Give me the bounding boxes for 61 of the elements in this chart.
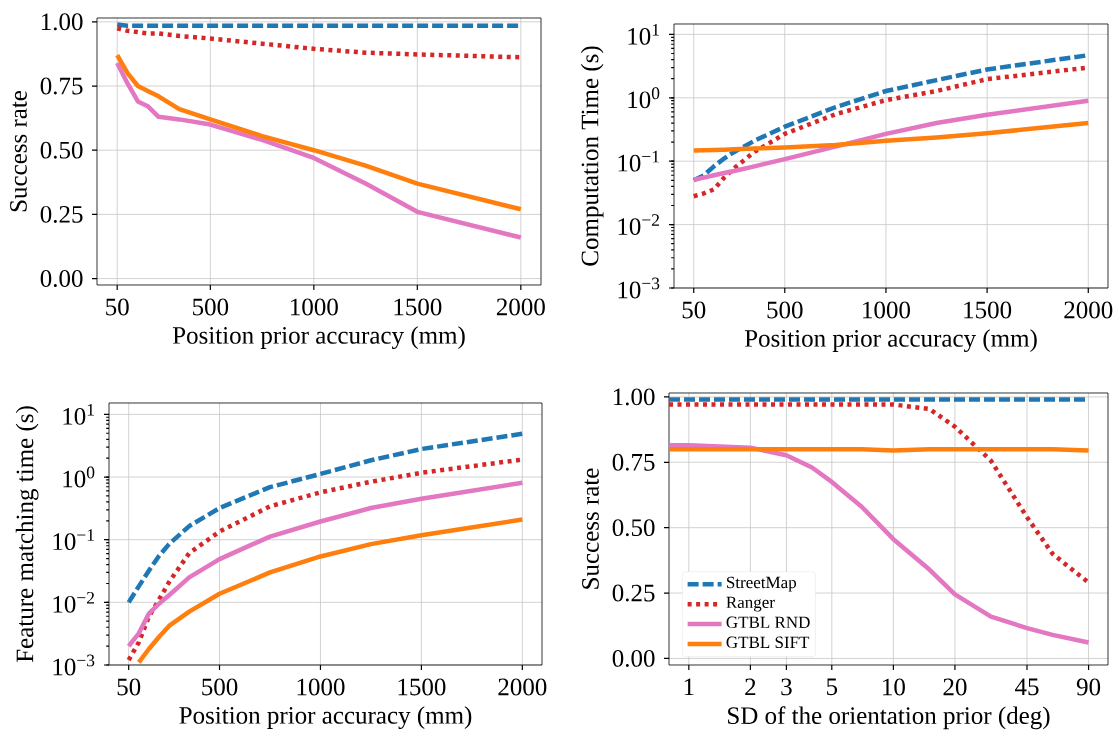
y-tick-label: 10$^{0}$	[63, 466, 95, 488]
y-tick-label: 0.75	[612, 453, 655, 471]
y-tick-label: 10$^{−3}$	[53, 654, 95, 676]
line-series	[114, 60, 524, 240]
x-tick-label: 3	[781, 678, 792, 696]
x-axis-title: Position prior accuracy (mm)	[744, 329, 1037, 352]
y-tick-label: 10$^{−1}$	[53, 529, 94, 551]
line-series	[126, 431, 525, 605]
x-tick-label: 1500	[394, 298, 442, 316]
x-tick-label: 50	[117, 678, 141, 696]
x-tick-label: 2000	[1064, 301, 1113, 319]
y-tick-label: 0.00	[40, 270, 83, 288]
y-tick-label: 10$^{−1}$	[618, 150, 659, 172]
y-tick-label: 0.75	[40, 77, 83, 95]
y-tick-label: 10$^{1}$	[63, 403, 94, 425]
x-tick-label: 5	[827, 678, 838, 696]
line-series	[691, 98, 1091, 182]
x-axis-title: Position prior accuracy (mm)	[172, 326, 465, 349]
legend-label: GTBL RND	[726, 616, 810, 629]
y-tick-label: 0.50	[40, 141, 83, 159]
y-tick-label: 0.25	[40, 205, 83, 223]
x-tick-label: 1500	[964, 301, 1012, 319]
line-series	[136, 517, 525, 665]
y-tick-label: 10$^{1}$	[628, 23, 659, 45]
y-tick-label: 0.00	[612, 649, 655, 667]
y-tick-label: 10$^{0}$	[628, 87, 660, 109]
line-series	[114, 52, 524, 212]
y-tick-label: 10$^{−2}$	[53, 591, 95, 613]
y-tick-label: 1.00	[613, 388, 655, 406]
line-series	[126, 480, 525, 649]
legend-label: GTBL SIFT	[726, 636, 810, 649]
y-tick-label: 0.25	[612, 584, 655, 602]
legend-label: Ranger	[726, 596, 775, 612]
x-tick-label: 45	[1014, 678, 1039, 696]
x-tick-label: 1500	[398, 678, 446, 696]
x-axis-title: SD of the orientation prior (deg)	[728, 706, 1050, 730]
x-tick-label: 50	[682, 301, 706, 319]
y-axis-title: Computation Time (s)	[580, 46, 604, 266]
x-tick-label: 1000	[863, 301, 910, 319]
x-axis-title: Position prior accuracy (mm)	[179, 706, 472, 729]
x-tick-label: 1	[684, 678, 694, 696]
x-tick-label: 50	[106, 298, 129, 316]
x-tick-label: 90	[1076, 678, 1101, 696]
y-tick-label: 10$^{−2}$	[618, 214, 659, 236]
x-tick-label: 500	[767, 301, 803, 319]
x-tick-label: 1000	[297, 678, 345, 696]
x-tick-label: 2000	[498, 678, 547, 696]
legend-label: StreetMap	[727, 576, 797, 592]
y-tick-label: 0.50	[612, 519, 655, 537]
x-tick-label: 500	[193, 298, 229, 316]
x-tick-label: 500	[202, 678, 238, 696]
x-tick-label: 10	[883, 678, 905, 696]
x-tick-label: 2	[745, 678, 756, 696]
y-axis-title: Success rate	[10, 90, 27, 212]
x-tick-label: 20	[943, 678, 967, 696]
x-tick-label: 1000	[291, 298, 338, 316]
y-axis-title: Feature matching time (s)	[15, 406, 39, 663]
x-tick-label: 2000	[496, 298, 545, 316]
y-axis-title: Success rate	[582, 468, 599, 589]
y-tick-label: 10$^{−3}$	[618, 277, 660, 299]
y-tick-label: 1.00	[41, 13, 83, 31]
